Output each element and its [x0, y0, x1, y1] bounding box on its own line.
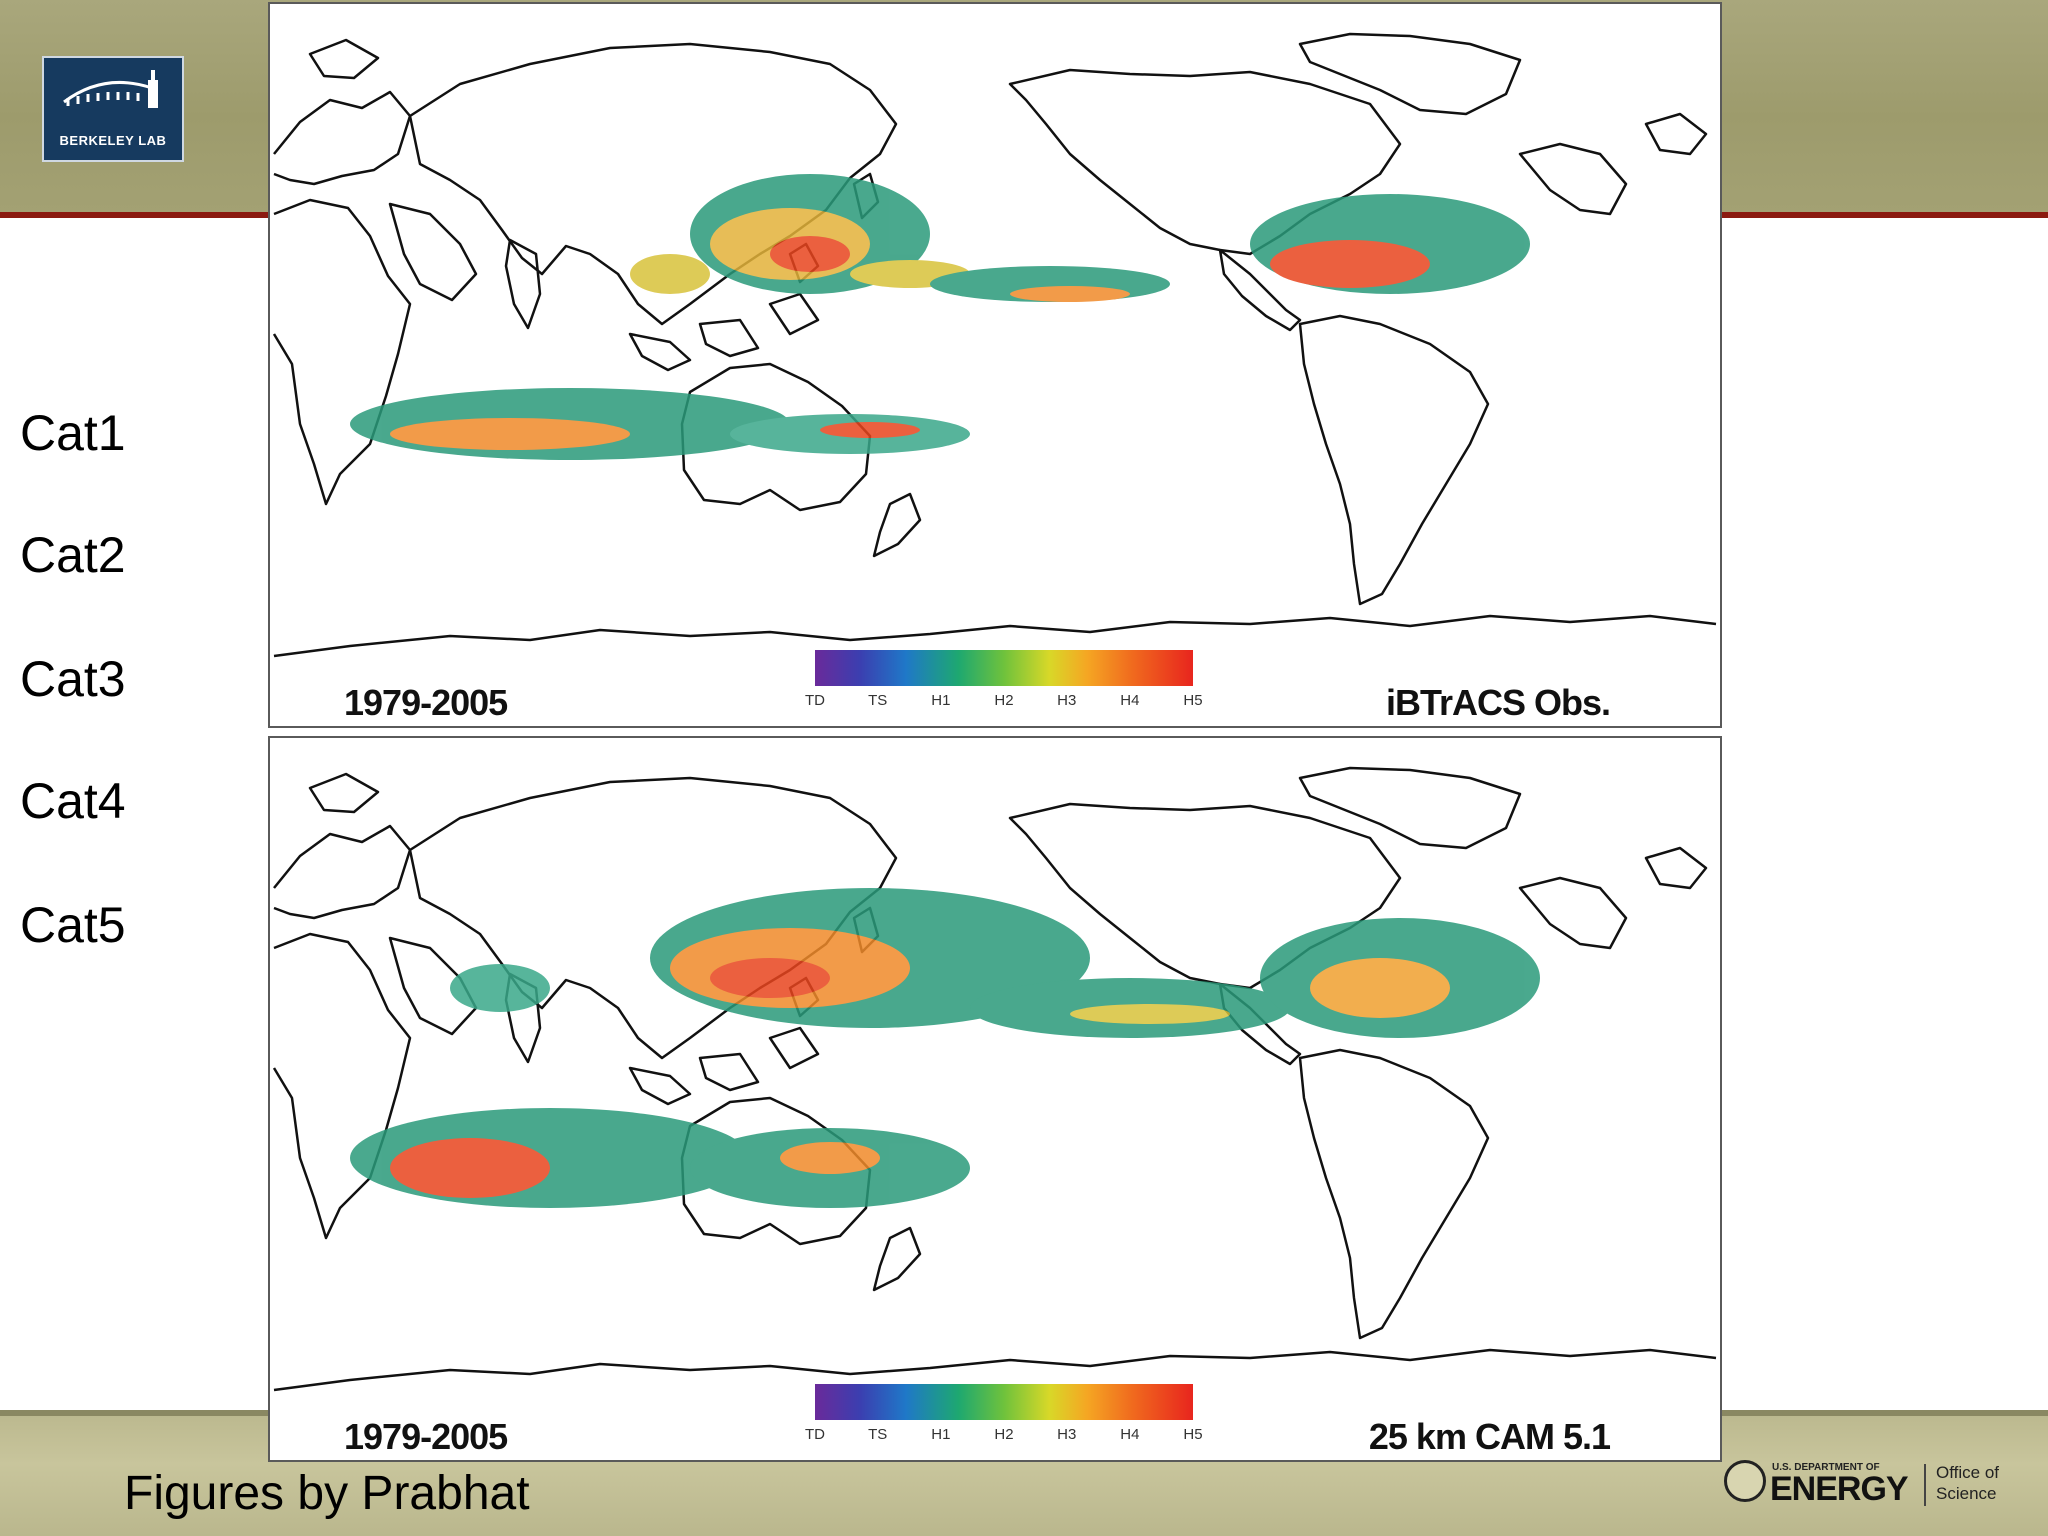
colorbar-tick: H3 — [1057, 692, 1077, 709]
period-label: 1979-2005 — [344, 1416, 508, 1457]
intensity-colorbar — [815, 650, 1193, 686]
map-panel-observations: TD TS H1 H2 H3 H4 H5 1979-2005 iBTrACS O… — [268, 2, 1722, 728]
intensity-colorbar — [815, 1384, 1193, 1420]
storm-tracks — [350, 888, 1540, 1208]
doe-divider — [1924, 1464, 1926, 1506]
world-map — [272, 766, 1717, 1392]
colorbar-tick: H2 — [994, 1426, 1014, 1443]
source-label: iBTrACS Obs. — [1385, 682, 1611, 723]
doe-department-text: U.S. DEPARTMENT OF — [1772, 1462, 1880, 1473]
colorbar-tick: H4 — [1120, 692, 1140, 709]
storm-tracks — [350, 174, 1530, 460]
colorbar-tick: TS — [868, 692, 888, 709]
doe-office-text: Office of Science — [1936, 1462, 1999, 1504]
category-label: Cat5 — [20, 897, 126, 953]
category-label: Cat2 — [20, 527, 126, 583]
doe-agency-text: ENERGY — [1770, 1470, 1909, 1508]
category-label: Cat1 — [20, 405, 126, 461]
doe-office-of-science-logo: U.S. DEPARTMENT OF ENERGY Office of Scie… — [1718, 1456, 2018, 1516]
doe-office-line2: Science — [1936, 1484, 1997, 1503]
figure-credit: Figures by Prabhat — [124, 1467, 530, 1520]
colorbar-tick: H1 — [931, 692, 951, 709]
period-label: 1979-2005 — [344, 682, 508, 723]
map-panel-model: TD TS H1 H2 H3 H4 H5 1979-2005 25 km CAM… — [268, 736, 1722, 1462]
colorbar-tick: TD — [805, 1426, 825, 1443]
colorbar-tick: H4 — [1120, 1426, 1140, 1443]
colorbar-tick: H3 — [1057, 1426, 1077, 1443]
colorbar-tick: TD — [805, 692, 825, 709]
category-label: Cat4 — [20, 773, 126, 829]
colorbar-tick: H5 — [1183, 1426, 1203, 1443]
doe-office-line1: Office of — [1936, 1463, 1999, 1482]
world-map — [272, 32, 1717, 658]
category-label: Cat3 — [20, 651, 126, 707]
colorbar-tick: H5 — [1183, 692, 1203, 709]
doe-seal-icon — [1724, 1460, 1766, 1502]
colorbar-ticks: TD TS H1 H2 H3 H4 H5 — [805, 1426, 1203, 1450]
colorbar-tick: H2 — [994, 692, 1014, 709]
logo-label: BERKELEY LAB — [59, 133, 167, 148]
berkeley-lab-logo: BERKELEY LAB — [42, 56, 184, 162]
source-label: 25 km CAM 5.1 — [1368, 1416, 1611, 1457]
colorbar-tick: TS — [868, 1426, 888, 1443]
colorbar-ticks: TD TS H1 H2 H3 H4 H5 — [805, 692, 1203, 716]
coastlines — [272, 32, 1717, 658]
colorbar-tick: H1 — [931, 1426, 951, 1443]
coastlines — [272, 766, 1717, 1392]
berkeley-lab-icon — [63, 70, 158, 108]
